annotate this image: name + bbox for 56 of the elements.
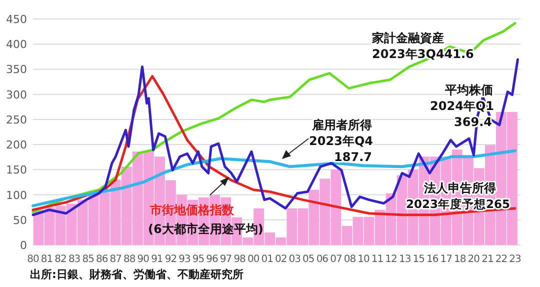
y-tick-label: 0 <box>20 239 27 252</box>
annotation: 187.7 <box>334 150 372 164</box>
x-tick-label: 83 <box>68 254 80 265</box>
x-tick-label: 17 <box>440 254 452 265</box>
y-tick-label: 200 <box>6 138 27 152</box>
x-tick-label: 95 <box>192 254 204 265</box>
x-tick-label: 07 <box>330 254 342 265</box>
annotation: 2023年度予想265 <box>406 197 510 211</box>
x-tick-label: 86 <box>96 254 108 265</box>
x-tick-label: 92 <box>164 254 177 265</box>
series-label: 家計金融資産 <box>371 31 444 45</box>
text: 雇用者所得 <box>311 118 372 132</box>
series-label: 法人申告所得 <box>423 181 496 195</box>
x-tick-label: 02 <box>275 254 287 265</box>
x-tick-label: 87 <box>110 254 122 265</box>
x-tick-label: 00 <box>247 254 260 265</box>
x-tick-label: 22 <box>495 254 508 265</box>
x-tick-label: 18 <box>454 254 466 265</box>
x-tick-label: 93 <box>178 254 190 265</box>
y-tick-label: 450 <box>6 13 27 26</box>
x-tick-label: 06 <box>316 254 328 265</box>
series-label: 市街地価格指数 <box>149 203 235 217</box>
x-tick-label: 80 <box>27 254 39 265</box>
x-tick-label: 20 <box>468 254 480 265</box>
y-tick-label: 300 <box>6 88 27 102</box>
x-tick-label: 96 <box>206 254 218 265</box>
x-tick-label: 90 <box>137 254 150 265</box>
x-tick-label: 98 <box>234 254 246 265</box>
x-tick-label: 82 <box>54 254 67 265</box>
x-tick-label: 81 <box>40 254 53 265</box>
text: 出所:日銀、財務省、労働省、不動産研究所 <box>30 268 244 281</box>
y-tick-label: 400 <box>6 38 27 52</box>
x-tick-label: 15 <box>412 254 425 265</box>
x-tick-label: 13 <box>398 254 411 265</box>
x-tick-label: 10 <box>358 254 370 265</box>
x-tick-label: 05 <box>302 254 314 265</box>
y-tick-label: 250 <box>6 113 27 126</box>
x-tick-label: 23 <box>509 254 521 265</box>
x-tick-label: 91 <box>151 254 163 265</box>
annotation: (6大都市全用途平均) <box>148 222 264 236</box>
x-tick-label: 08 <box>344 254 356 265</box>
x-tick-label: 21 <box>482 254 494 265</box>
y-tick-label: 50 <box>13 214 27 227</box>
x-tick-label: 03 <box>288 254 301 265</box>
x-tick-label: 01 <box>261 254 274 265</box>
series-label: 平均株価 <box>444 83 493 97</box>
x-tick-label: 12 <box>385 254 398 265</box>
x-tick-label: 97 <box>220 254 232 265</box>
x-tick-label: 11 <box>371 254 384 265</box>
y-tick-label: 100 <box>6 188 27 202</box>
x-tick-label: 85 <box>82 254 94 265</box>
y-tick-label: 350 <box>6 63 27 76</box>
y-tick-label: 150 <box>6 164 27 177</box>
x-tick-label: 16 <box>426 254 438 265</box>
annotation: 2023年Q4 <box>309 134 373 148</box>
x-tick-label: 88 <box>124 254 136 265</box>
